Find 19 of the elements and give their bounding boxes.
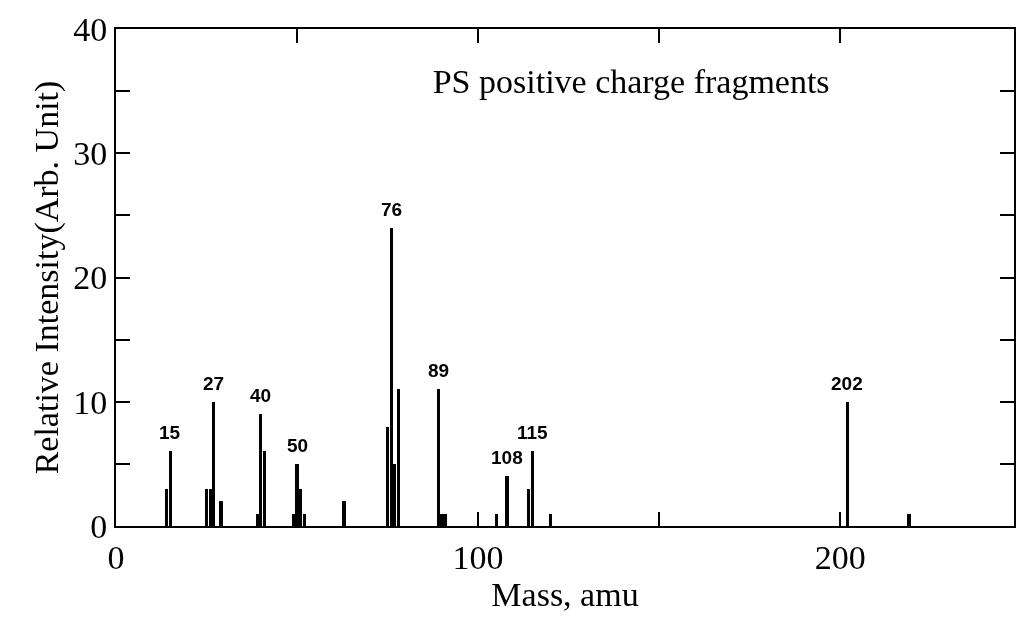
y-tick-label: 20 [73, 259, 108, 297]
y-tick-label: 30 [73, 135, 108, 173]
annotation: 50 [287, 435, 309, 456]
y-tick-label: 0 [90, 507, 108, 545]
y-tick-label: 40 [73, 10, 108, 48]
annotation: 202 [831, 373, 863, 394]
annotation: 15 [159, 422, 181, 443]
annotation: 27 [203, 373, 225, 394]
x-tick-label: 200 [814, 538, 866, 576]
y-axis-title: Relative Intensity(Arb. Unit) [28, 80, 67, 475]
annotation: 115 [517, 422, 549, 443]
y-tick-label: 10 [73, 383, 108, 421]
annotation: 108 [491, 447, 523, 468]
x-tick-label: 100 [452, 538, 504, 576]
annotation: 89 [428, 360, 450, 381]
text: PS positive charge fragments [432, 62, 830, 100]
x-axis-title: Mass, amu [491, 575, 639, 613]
annotation: 76 [381, 199, 403, 220]
annotation: 40 [250, 385, 272, 406]
